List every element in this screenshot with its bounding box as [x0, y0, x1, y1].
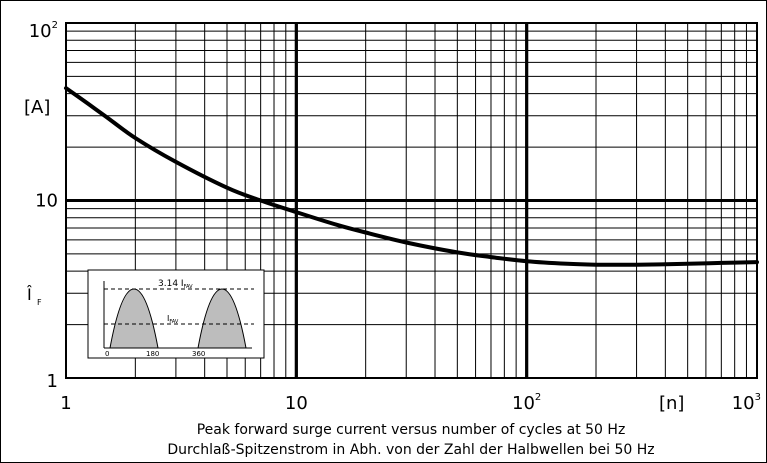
y-axis-symbol: Î F	[26, 285, 42, 307]
inset-label-bg-top	[157, 277, 193, 287]
series-line	[64, 86, 759, 267]
x-unit-label: [n]	[659, 393, 684, 414]
inset-tick-180: 180	[146, 350, 159, 358]
y-axis-symbol-sub: F	[37, 298, 42, 307]
y-unit-label: [A]	[24, 97, 50, 118]
inset-waveform: 3.14 IFAV IFAV 0 180 360	[87, 269, 265, 359]
x-tick-label: 103	[732, 392, 761, 414]
y-tick-label: 1	[47, 371, 58, 392]
y-tick-label: 102	[29, 20, 58, 42]
inset-half-wave-2	[197, 288, 247, 349]
caption-german: Durchlaß-Spitzenstrom in Abh. von der Za…	[167, 442, 654, 458]
inset-label-average: IFAV	[167, 314, 179, 325]
x-tick-label: 102	[512, 392, 541, 414]
plot-area-border	[65, 22, 758, 379]
major-grid	[66, 23, 757, 378]
x-tick-label: 10	[285, 393, 308, 414]
inset-label-bg-mid	[166, 314, 184, 323]
inset-tick-0: 0	[105, 350, 109, 358]
y-tick-label: 10	[35, 191, 58, 212]
caption-english: Peak forward surge current versus number…	[197, 422, 626, 438]
y-tick-labels: 1 10 102	[29, 20, 58, 392]
inset-label-peak: 3.14 IFAV	[158, 279, 193, 290]
x-tick-label: 1	[60, 393, 71, 414]
inset-tick-360: 360	[192, 350, 205, 358]
y-axis-symbol-main: Î	[26, 285, 32, 304]
x-tick-labels: 1 10 102 103	[60, 392, 761, 414]
